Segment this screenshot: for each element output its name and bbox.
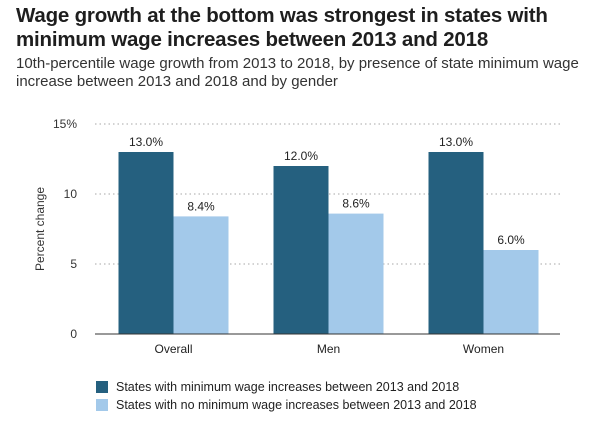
legend-item-series-2: States with no minimum wage increases be… bbox=[96, 396, 477, 414]
bar-overall-series-2 bbox=[173, 216, 229, 334]
data-label: 6.0% bbox=[497, 233, 525, 247]
data-label: 8.4% bbox=[187, 199, 215, 213]
x-tick-label: Overall bbox=[154, 342, 192, 356]
x-tick-label: Women bbox=[463, 342, 504, 356]
y-tick-label: 5 bbox=[70, 257, 77, 271]
bar-women-series-2 bbox=[483, 250, 539, 334]
y-tick-label: 0 bbox=[70, 327, 77, 341]
bar-overall-series-1 bbox=[118, 152, 174, 334]
x-tick-label: Men bbox=[317, 342, 340, 356]
chart-subtitle: 10th-percentile wage growth from 2013 to… bbox=[16, 55, 579, 90]
y-tick-label: 15% bbox=[53, 117, 77, 131]
chart-title: Wage growth at the bottom was strongest … bbox=[16, 4, 548, 51]
y-axis-label: Percent change bbox=[33, 187, 47, 271]
legend-label-series-1: States with minimum wage increases betwe… bbox=[116, 380, 460, 394]
axes: 0 5 10 15% Percent change Overall Men Women bbox=[33, 117, 560, 356]
legend-swatch-series-1 bbox=[96, 381, 108, 393]
bars bbox=[118, 152, 539, 334]
data-label: 12.0% bbox=[284, 149, 318, 163]
data-labels: 13.0% 8.4% 12.0% 8.6% 13.0% 6.0% bbox=[129, 135, 525, 247]
data-label: 8.6% bbox=[342, 197, 370, 211]
legend: States with minimum wage increases betwe… bbox=[96, 378, 477, 414]
bar-men-series-1 bbox=[273, 166, 329, 334]
bar-men-series-2 bbox=[328, 213, 384, 334]
bar-women-series-1 bbox=[428, 152, 484, 334]
data-label: 13.0% bbox=[439, 135, 473, 149]
legend-item-series-1: States with minimum wage increases betwe… bbox=[96, 378, 477, 396]
legend-label-series-2: States with no minimum wage increases be… bbox=[116, 398, 477, 412]
data-label: 13.0% bbox=[129, 135, 163, 149]
legend-swatch-series-2 bbox=[96, 399, 108, 411]
y-tick-label: 10 bbox=[64, 187, 78, 201]
